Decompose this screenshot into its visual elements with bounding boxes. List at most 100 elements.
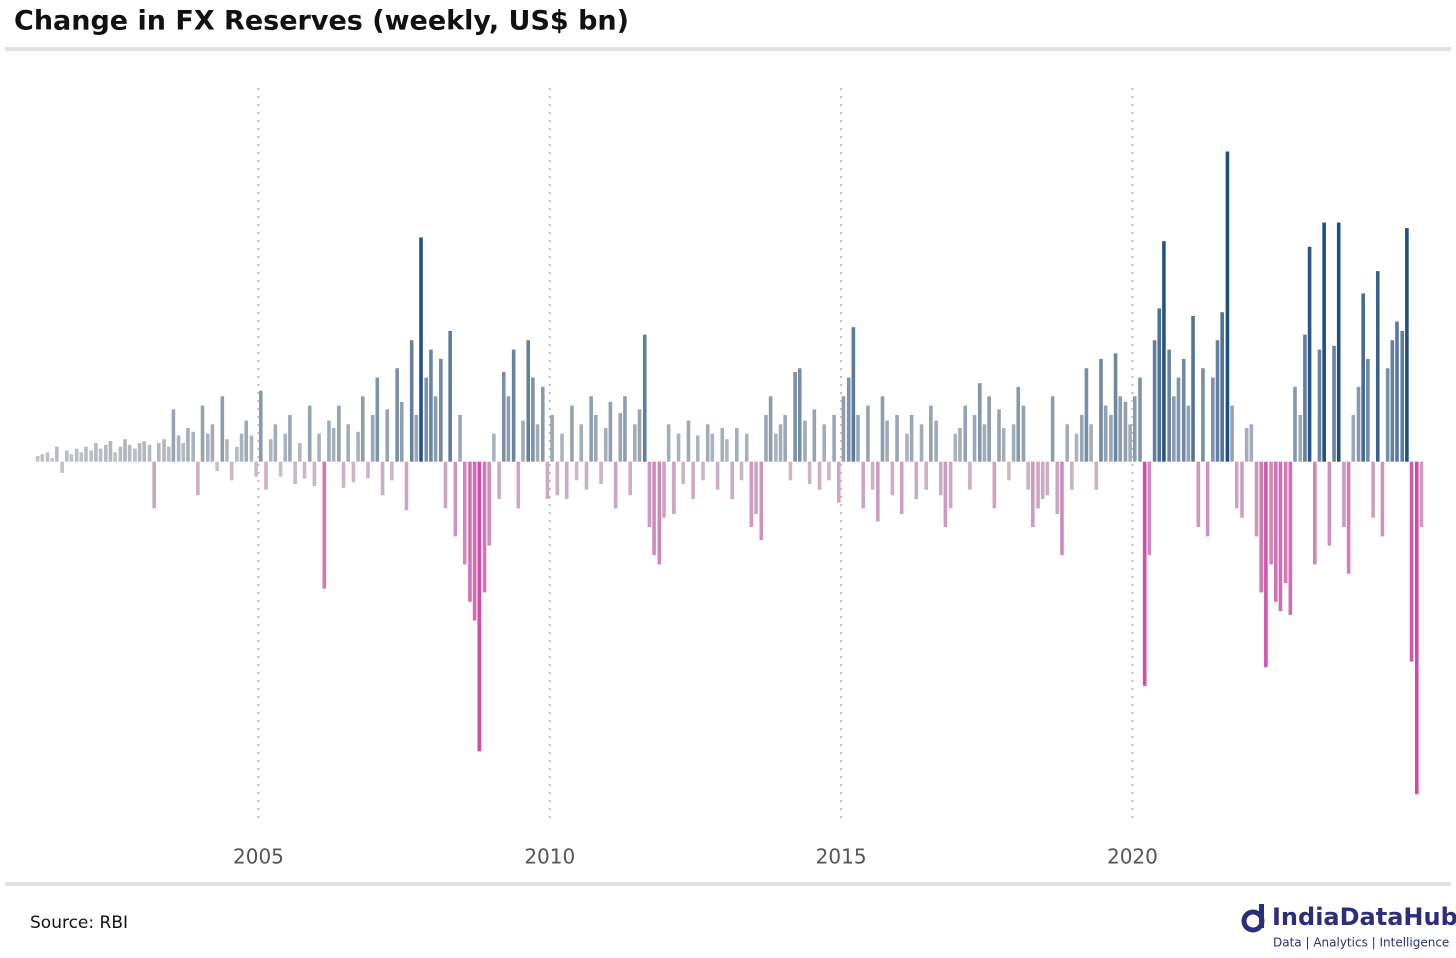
bar bbox=[370, 414, 375, 462]
bar bbox=[492, 433, 496, 462]
chart-title: Change in FX Reserves (weekly, US$ bn) bbox=[14, 6, 629, 37]
bar bbox=[433, 396, 438, 462]
bar bbox=[759, 461, 764, 541]
bar bbox=[603, 428, 608, 462]
x-tick-label: 2010 bbox=[524, 845, 575, 869]
x-tick-label: 2020 bbox=[1107, 845, 1158, 869]
bar bbox=[45, 452, 50, 462]
bar bbox=[929, 405, 933, 462]
bar bbox=[1356, 386, 1361, 462]
bar bbox=[186, 428, 190, 462]
bar bbox=[225, 439, 229, 462]
bar bbox=[341, 461, 346, 488]
bar bbox=[229, 461, 234, 481]
bar bbox=[501, 371, 506, 462]
bar bbox=[157, 442, 161, 462]
bar bbox=[841, 396, 846, 462]
bar bbox=[1230, 405, 1234, 462]
bar bbox=[637, 409, 642, 462]
bar bbox=[1118, 396, 1123, 462]
bar bbox=[735, 428, 739, 462]
bar bbox=[866, 405, 870, 462]
bar bbox=[1001, 428, 1006, 462]
bar bbox=[511, 349, 516, 462]
bar bbox=[526, 340, 531, 462]
bar bbox=[1011, 424, 1016, 462]
bar bbox=[1157, 308, 1162, 462]
bar bbox=[1220, 312, 1224, 462]
bar bbox=[137, 442, 142, 462]
bar bbox=[774, 433, 778, 462]
bar bbox=[584, 461, 589, 490]
bar bbox=[710, 433, 715, 462]
bar bbox=[550, 414, 554, 462]
bar bbox=[570, 405, 574, 462]
bar bbox=[1234, 461, 1239, 509]
bar bbox=[453, 461, 458, 537]
bar bbox=[69, 454, 74, 462]
bar bbox=[458, 414, 462, 462]
bar bbox=[1132, 396, 1137, 462]
bar bbox=[934, 420, 938, 462]
bar bbox=[472, 461, 477, 621]
bar bbox=[1303, 334, 1307, 462]
bar bbox=[895, 414, 899, 462]
bar bbox=[705, 424, 710, 462]
bar bbox=[1084, 368, 1089, 462]
bar bbox=[1050, 396, 1055, 462]
bar bbox=[730, 461, 734, 500]
bar bbox=[642, 334, 647, 462]
bar bbox=[1055, 461, 1060, 514]
bar bbox=[1380, 461, 1385, 537]
brand-tagline: Data | Analytics | Intelligence bbox=[1273, 936, 1449, 950]
x-tick-label: 2005 bbox=[233, 845, 284, 869]
logo: IndiaDataHub Data | Analytics | Intellig… bbox=[1241, 903, 1456, 950]
bar bbox=[273, 424, 278, 462]
bar bbox=[268, 439, 273, 462]
bar bbox=[147, 444, 152, 462]
bottom-rule bbox=[5, 882, 1451, 886]
bar bbox=[254, 461, 258, 477]
bar bbox=[608, 401, 613, 462]
bar bbox=[302, 461, 307, 479]
bar bbox=[249, 435, 254, 462]
bar bbox=[666, 424, 671, 462]
bar bbox=[1026, 461, 1030, 490]
bar bbox=[589, 396, 593, 462]
bar bbox=[744, 433, 749, 462]
bar bbox=[1351, 414, 1356, 462]
bar bbox=[1283, 461, 1288, 584]
bar bbox=[1336, 222, 1341, 462]
bar bbox=[1196, 461, 1201, 528]
source-note: Source: RBI bbox=[30, 913, 128, 933]
bar bbox=[298, 442, 302, 462]
bar bbox=[905, 433, 909, 462]
plot-area: 2005 2010 2015 2020 bbox=[35, 88, 1424, 869]
bar bbox=[390, 461, 394, 481]
bar bbox=[337, 405, 341, 462]
bar bbox=[152, 461, 156, 509]
bar bbox=[1162, 241, 1166, 462]
bar bbox=[1259, 461, 1264, 593]
bar bbox=[1288, 461, 1293, 615]
bar bbox=[686, 420, 691, 462]
bar bbox=[1031, 461, 1035, 528]
bar bbox=[797, 368, 802, 462]
bar bbox=[560, 433, 564, 462]
bar bbox=[1361, 293, 1365, 462]
bar bbox=[1167, 349, 1171, 462]
bar bbox=[516, 461, 521, 509]
bar bbox=[919, 424, 924, 462]
bar bbox=[1254, 461, 1259, 537]
bar bbox=[94, 442, 98, 462]
bar bbox=[127, 444, 132, 462]
bar bbox=[1040, 461, 1045, 500]
bar bbox=[1074, 433, 1079, 462]
bar bbox=[89, 450, 94, 462]
bar bbox=[1099, 358, 1103, 462]
bar bbox=[1191, 315, 1195, 462]
bar bbox=[623, 396, 627, 462]
bar bbox=[84, 446, 88, 462]
bar bbox=[807, 461, 812, 485]
